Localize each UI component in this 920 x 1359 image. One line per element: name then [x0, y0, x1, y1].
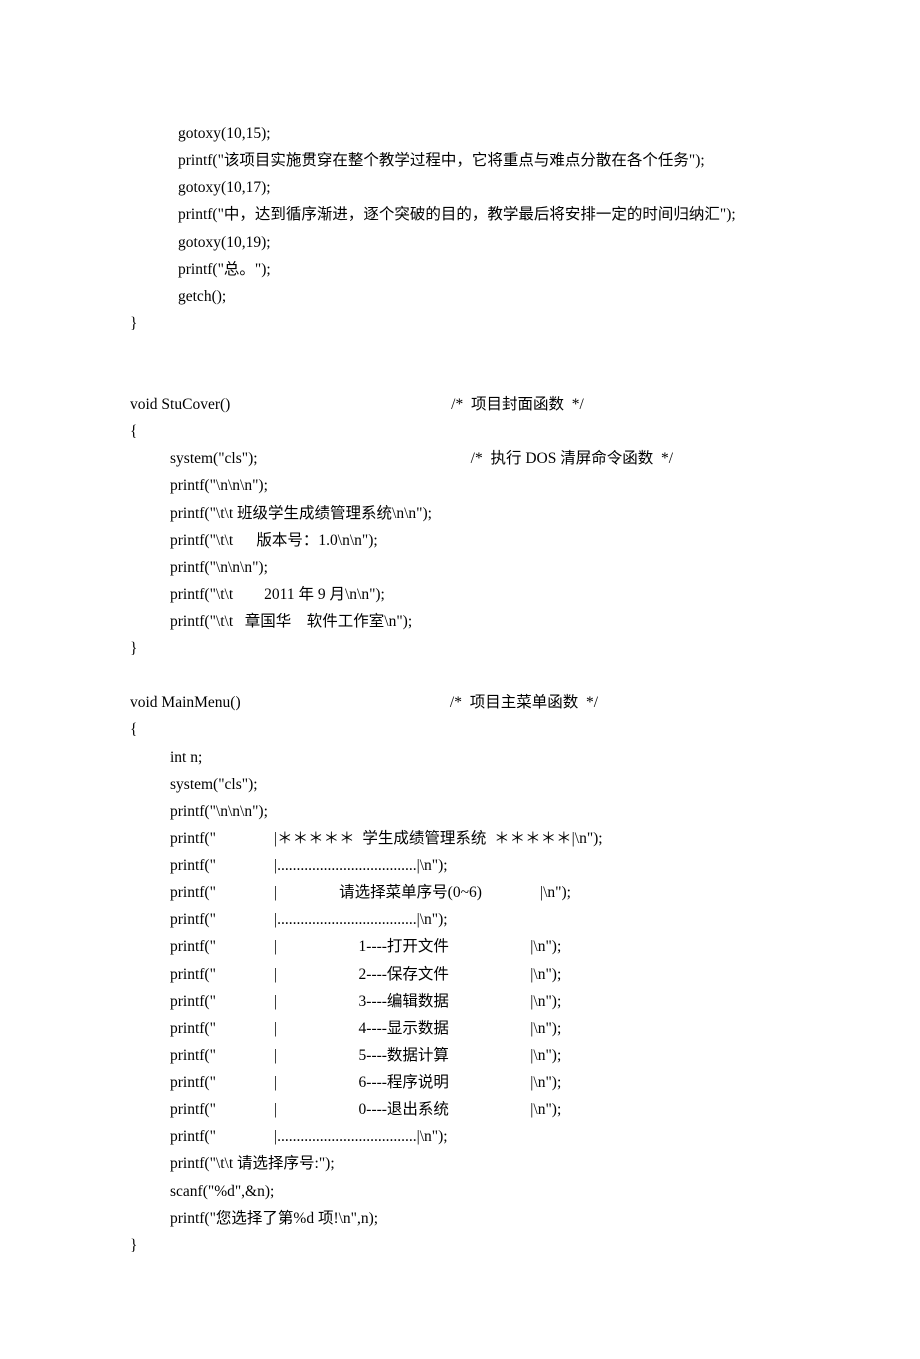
- code-line: printf(" |＊＊＊＊＊ 学生成绩管理系统 ＊＊＊＊＊|\n");: [130, 825, 790, 852]
- code-line: }: [130, 310, 790, 337]
- code-line: printf("\t\t 章国华 软件工作室\n");: [130, 608, 790, 635]
- code-line: printf(" | 3----编辑数据 |\n");: [130, 988, 790, 1015]
- code-document: gotoxy(10,15); printf("该项目实施贯穿在整个教学过程中，它…: [0, 120, 920, 1259]
- code-line: int n;: [130, 744, 790, 771]
- code-line: {: [130, 716, 790, 743]
- code-line: printf(" | 5----数据计算 |\n");: [130, 1042, 790, 1069]
- code-line: }: [130, 635, 790, 662]
- code-line: printf(" | 1----打开文件 |\n");: [130, 933, 790, 960]
- code-line: getch();: [130, 283, 790, 310]
- code-line: printf("\t\t 请选择序号:");: [130, 1150, 790, 1177]
- code-line: system("cls"); /* 执行 DOS 清屏命令函数 */: [130, 445, 790, 472]
- code-line: printf(" | 2----保存文件 |\n");: [130, 961, 790, 988]
- code-line: printf("中，达到循序渐进，逐个突破的目的，教学最后将安排一定的时间归纳汇…: [130, 201, 790, 228]
- code-line: printf("\t\t 2011 年 9 月\n\n");: [130, 581, 790, 608]
- code-line: printf("总。");: [130, 256, 790, 283]
- code-line: printf("\t\t 班级学生成绩管理系统\n\n");: [130, 500, 790, 527]
- code-line: void StuCover() /* 项目封面函数 */: [130, 391, 790, 418]
- code-line: gotoxy(10,15);: [130, 120, 790, 147]
- blank-line: [130, 662, 790, 689]
- code-line: printf("该项目实施贯穿在整个教学过程中，它将重点与难点分散在各个任务")…: [130, 147, 790, 174]
- code-line: printf(" | 0----退出系统 |\n");: [130, 1096, 790, 1123]
- code-line: }: [130, 1232, 790, 1259]
- code-line: printf("\n\n\n");: [130, 472, 790, 499]
- code-line: printf(" | 4----显示数据 |\n");: [130, 1015, 790, 1042]
- code-line: gotoxy(10,19);: [130, 229, 790, 256]
- code-line: printf(" |..............................…: [130, 852, 790, 879]
- code-line: void MainMenu() /* 项目主菜单函数 */: [130, 689, 790, 716]
- code-line: printf("\t\t 版本号：1.0\n\n");: [130, 527, 790, 554]
- code-line: printf(" |..............................…: [130, 906, 790, 933]
- blank-line: [130, 364, 790, 391]
- code-line: scanf("%d",&n);: [130, 1178, 790, 1205]
- code-line: printf("您选择了第%d 项!\n",n);: [130, 1205, 790, 1232]
- code-line: {: [130, 418, 790, 445]
- code-line: printf("\n\n\n");: [130, 554, 790, 581]
- code-line: printf("\n\n\n");: [130, 798, 790, 825]
- code-line: printf(" |..............................…: [130, 1123, 790, 1150]
- code-line: system("cls");: [130, 771, 790, 798]
- code-line: printf(" | 6----程序说明 |\n");: [130, 1069, 790, 1096]
- code-line: printf(" | 请选择菜单序号(0~6) |\n");: [130, 879, 790, 906]
- blank-line: [130, 337, 790, 364]
- code-line: gotoxy(10,17);: [130, 174, 790, 201]
